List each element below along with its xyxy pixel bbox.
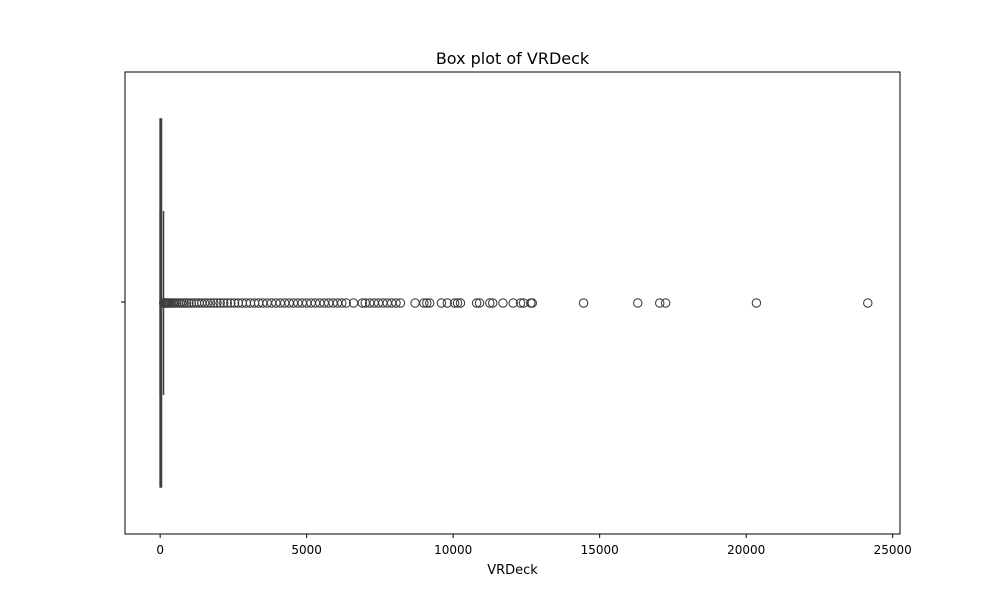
outlier-point — [218, 298, 229, 308]
x-tick-label: 15000 — [581, 543, 619, 557]
x-axis-label: VRDeck — [487, 563, 538, 578]
outlier-point — [391, 298, 401, 308]
outlier-point — [660, 298, 671, 308]
outlier-point — [357, 298, 368, 308]
outlier-point — [202, 298, 213, 308]
outlier-point — [515, 298, 526, 308]
outlier-point — [485, 298, 495, 308]
outlier-point — [863, 298, 873, 308]
x-tick-label: 10000 — [434, 543, 472, 557]
chart-title: Box plot of VRDeck — [436, 49, 590, 68]
outlier-point — [498, 298, 508, 308]
axes-frame — [124, 71, 901, 535]
outlier-point — [422, 298, 432, 308]
outlier-point — [442, 298, 453, 308]
outlier-point — [205, 298, 216, 308]
outlier-point — [449, 298, 460, 308]
outlier-point — [474, 298, 485, 308]
outlier-point — [212, 298, 222, 308]
x-tick-label: 0 — [156, 543, 164, 557]
outlier-point — [199, 298, 210, 308]
outlier-point — [410, 298, 420, 308]
outlier-point — [527, 298, 538, 308]
x-tick-label: 20000 — [727, 543, 765, 557]
outlier-point — [455, 298, 466, 308]
outlier-point — [419, 298, 429, 308]
x-axis-ticks: 0 5000 10000 15000 20000 25000 — [156, 534, 912, 557]
outlier-point — [654, 298, 665, 308]
outlier-point — [337, 298, 347, 308]
x-tick-label: 5000 — [291, 543, 322, 557]
outlier-point — [633, 298, 643, 308]
outlier-point — [226, 298, 236, 308]
outlier-point — [751, 298, 762, 308]
outlier-point — [209, 298, 219, 308]
outlier-point — [487, 298, 498, 308]
outlier-point — [508, 298, 518, 308]
outlier-point — [229, 298, 240, 308]
outlier-point — [222, 298, 233, 308]
outlier-point — [184, 298, 194, 308]
outlier-point — [436, 298, 447, 308]
outlier-point — [578, 298, 589, 308]
outlier-point — [471, 298, 482, 308]
x-tick-label: 25000 — [874, 543, 912, 557]
outlier-point — [179, 298, 189, 308]
plot-area — [158, 118, 873, 488]
outlier-point — [424, 298, 435, 308]
outlier-point — [341, 298, 351, 308]
outlier-point — [181, 298, 192, 308]
outlier-point — [452, 298, 463, 308]
outlier-point — [395, 298, 406, 308]
outlier-point — [215, 298, 225, 308]
